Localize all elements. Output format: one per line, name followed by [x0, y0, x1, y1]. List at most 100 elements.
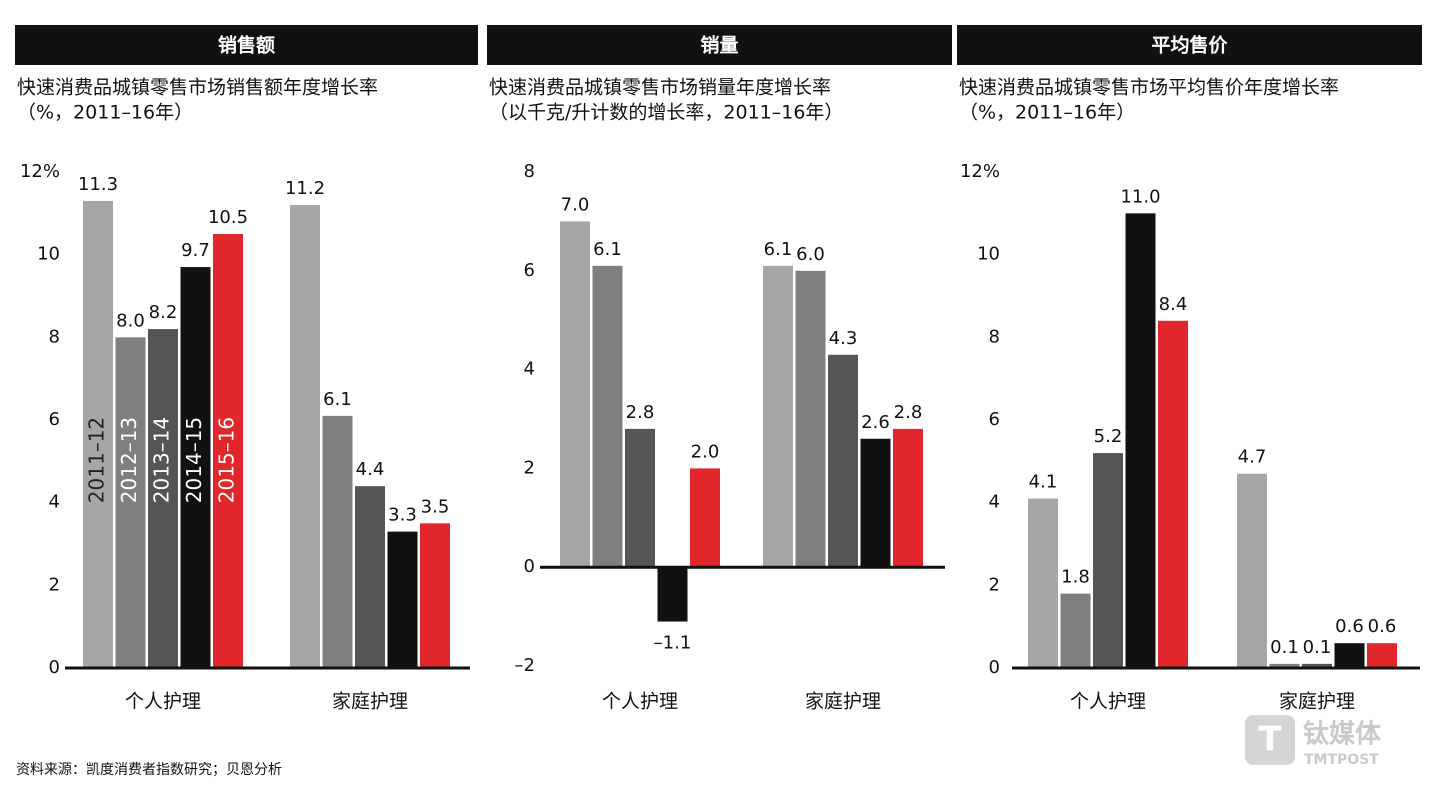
bar — [1125, 213, 1156, 669]
x-tick-label: 个人护理 — [1070, 691, 1146, 713]
bar — [83, 200, 113, 668]
bar — [1060, 593, 1091, 668]
watermark-logo — [1245, 715, 1295, 765]
x-tick-label: 家庭护理 — [805, 691, 881, 713]
chart-subtitle: （以千克/升计数的增长率，2011–16年） — [489, 102, 843, 124]
value-label: 8.4 — [1159, 294, 1188, 315]
bar — [148, 329, 178, 668]
y-tick-label: 0 — [989, 657, 1000, 678]
bar — [657, 567, 688, 622]
value-label: 4.4 — [356, 459, 385, 480]
value-label: 11.3 — [78, 174, 118, 195]
value-label: 2.0 — [691, 441, 720, 462]
value-label: 0.6 — [1335, 616, 1364, 637]
chart-title: 快速消费品城镇零售市场销量年度增长率 — [489, 77, 831, 99]
value-label: 3.3 — [388, 505, 417, 526]
panel-header: 销量 — [700, 34, 738, 57]
y-tick-label: 0 — [524, 556, 535, 577]
bar — [625, 428, 655, 568]
value-label: 11.2 — [285, 178, 325, 199]
legend-label: 2012–13 — [117, 417, 141, 503]
panel-header: 销售额 — [218, 34, 275, 57]
bar — [420, 523, 450, 668]
bar — [290, 205, 320, 669]
x-tick-label: 家庭护理 — [1279, 691, 1355, 713]
y-tick-label: 4 — [49, 492, 60, 513]
value-label: 0.6 — [1368, 616, 1397, 637]
bar — [1302, 663, 1332, 668]
y-tick-label: 8 — [524, 161, 535, 182]
value-label: 7.0 — [561, 194, 590, 215]
y-tick-label: 12% — [20, 161, 60, 182]
header-bar — [957, 25, 1422, 65]
bar — [1237, 473, 1267, 668]
value-label: 1.8 — [1061, 567, 1090, 588]
bar — [322, 415, 353, 668]
header-bar — [487, 25, 952, 65]
y-tick-label: 4 — [524, 359, 535, 380]
bar — [387, 531, 418, 668]
value-label: 2.8 — [626, 402, 655, 423]
bar — [180, 267, 211, 668]
value-label: –1.1 — [654, 633, 692, 654]
bar — [1367, 643, 1397, 668]
value-label: 0.1 — [1270, 637, 1299, 658]
y-tick-label: 8 — [49, 326, 60, 347]
value-label: 2.8 — [894, 402, 923, 423]
bar — [1334, 643, 1365, 668]
legend-label: 2011–12 — [85, 417, 109, 503]
watermark-name: 钛媒体 — [1303, 720, 1382, 750]
y-tick-label: 12% — [960, 161, 1000, 182]
y-tick-label: 10 — [37, 244, 60, 265]
value-label: 9.7 — [181, 240, 210, 261]
y-tick-label: 10 — [977, 244, 1000, 265]
value-label: 8.2 — [149, 302, 178, 323]
chart-title: 快速消费品城镇零售市场平均售价年度增长率 — [959, 77, 1339, 99]
y-tick-label: 4 — [989, 492, 1000, 513]
value-label: 8.0 — [116, 310, 145, 331]
watermark: T 钛媒体 TMTPOST — [1245, 715, 1382, 768]
watermark-sub: TMTPOST — [1304, 752, 1379, 768]
y-tick-label: 6 — [49, 409, 60, 430]
value-label: 6.1 — [323, 389, 352, 410]
value-label: 6.1 — [764, 239, 793, 260]
y-tick-label: 6 — [989, 409, 1000, 430]
bar — [860, 438, 891, 568]
bar — [893, 428, 923, 568]
y-tick-label: 2 — [989, 574, 1000, 595]
bar — [560, 221, 590, 568]
header-bar — [15, 25, 478, 65]
bar — [828, 354, 858, 568]
y-tick-label: 8 — [989, 326, 1000, 347]
bar — [355, 486, 385, 668]
bar — [213, 234, 243, 668]
bar — [592, 265, 623, 568]
x-tick-label: 个人护理 — [602, 691, 678, 713]
bar — [690, 468, 720, 568]
value-label: 11.0 — [1120, 186, 1160, 207]
value-label: 4.1 — [1029, 472, 1058, 493]
bar — [1158, 320, 1188, 668]
value-label: 10.5 — [208, 207, 248, 228]
legend-label: 2014–15 — [182, 417, 206, 503]
source: 资料来源：凯度消费者指数研究；贝恩分析 — [16, 762, 282, 778]
value-label: 5.2 — [1094, 426, 1123, 447]
x-tick-label: 个人护理 — [125, 691, 201, 713]
legend-label: 2015–16 — [215, 417, 239, 503]
value-label: 2.6 — [861, 412, 890, 433]
bar — [115, 337, 146, 668]
x-tick-label: 家庭护理 — [332, 691, 408, 713]
y-tick-label: –2 — [515, 655, 535, 676]
chart-title: 快速消费品城镇零售市场销售额年度增长率 — [17, 77, 378, 99]
value-label: 0.1 — [1303, 637, 1332, 658]
legend-label: 2013–14 — [150, 417, 174, 503]
bar — [1269, 663, 1300, 668]
value-label: 4.3 — [829, 328, 858, 349]
bar — [795, 270, 826, 568]
y-tick-label: 6 — [524, 260, 535, 281]
bar — [1093, 453, 1123, 668]
bar — [763, 265, 793, 568]
value-label: 4.7 — [1238, 447, 1267, 468]
chart-subtitle: （%，2011–16年） — [17, 102, 193, 124]
